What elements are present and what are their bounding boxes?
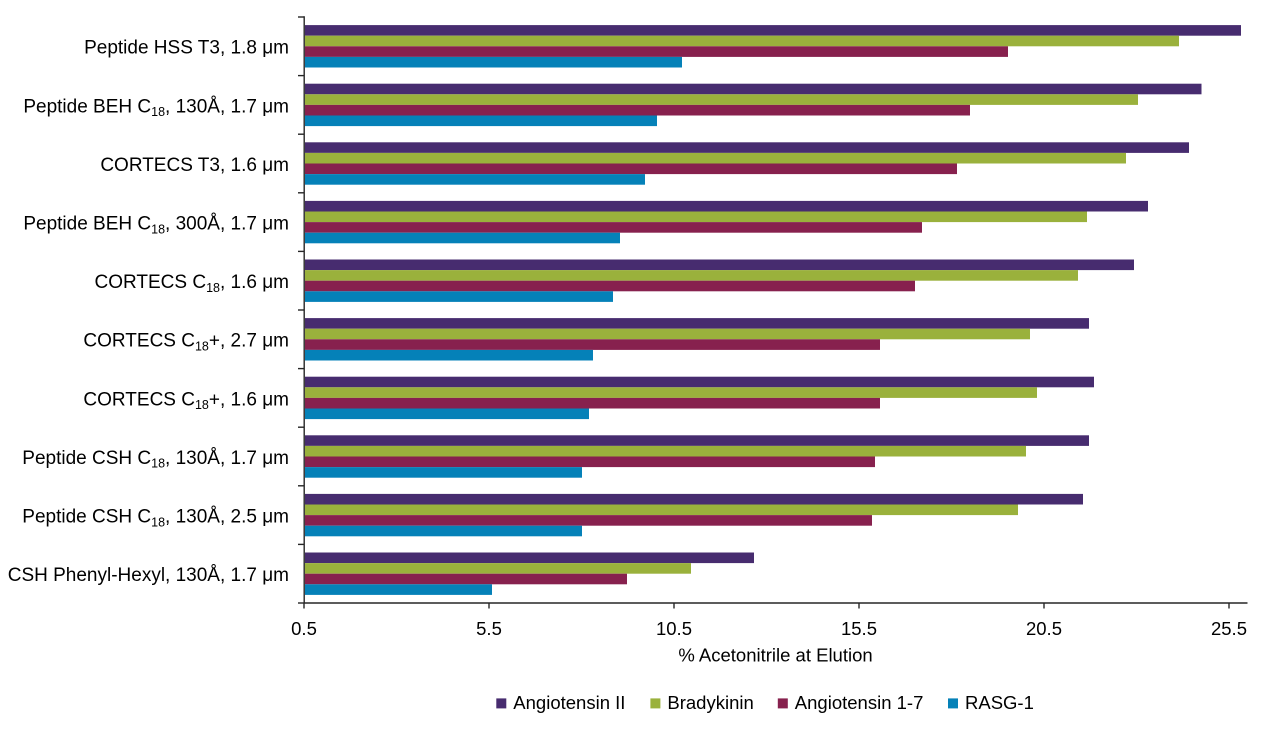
svg-text:CORTECS C18+, 2.7 μm: CORTECS C18+, 2.7 μm: [83, 331, 289, 354]
svg-text:CORTECS C18+, 1.6 μm: CORTECS C18+, 1.6 μm: [83, 389, 289, 412]
svg-text:Peptide BEH C18, 300Å, 1.7 μm: Peptide BEH C18, 300Å, 1.7 μm: [23, 214, 289, 237]
svg-text:10.5: 10.5: [656, 618, 692, 639]
svg-text:Bradykinin: Bradykinin: [667, 692, 753, 713]
svg-text:Angiotensin 1-7: Angiotensin 1-7: [795, 692, 924, 713]
svg-text:0.5: 0.5: [291, 618, 317, 639]
svg-text:15.5: 15.5: [841, 618, 877, 639]
svg-text:Peptide HSS T3, 1.8 μm: Peptide HSS T3, 1.8 μm: [84, 38, 289, 59]
svg-text:Angiotensin II: Angiotensin II: [513, 692, 625, 713]
svg-text:Peptide CSH C18, 130Å, 1.7 μm: Peptide CSH C18, 130Å, 1.7 μm: [22, 448, 289, 471]
svg-text:CORTECS T3, 1.6 μm: CORTECS T3, 1.6 μm: [100, 155, 289, 176]
svg-text:RASG-1: RASG-1: [965, 692, 1034, 713]
svg-text:CORTECS C18, 1.6 μm: CORTECS C18, 1.6 μm: [95, 272, 290, 295]
svg-text:Peptide CSH C18, 130Å, 2.5 μm: Peptide CSH C18, 130Å, 2.5 μm: [22, 507, 289, 530]
svg-text:20.5: 20.5: [1026, 618, 1062, 639]
svg-text:25.5: 25.5: [1211, 618, 1247, 639]
svg-text:CSH Phenyl-Hexyl, 130Å, 1.7 μm: CSH Phenyl-Hexyl, 130Å, 1.7 μm: [8, 565, 289, 586]
svg-text:Peptide BEH C18, 130Å, 1.7 μm: Peptide BEH C18, 130Å, 1.7 μm: [23, 96, 289, 119]
svg-text:5.5: 5.5: [476, 618, 502, 639]
svg-text:% Acetonitrile at Elution: % Acetonitrile at Elution: [678, 645, 872, 666]
